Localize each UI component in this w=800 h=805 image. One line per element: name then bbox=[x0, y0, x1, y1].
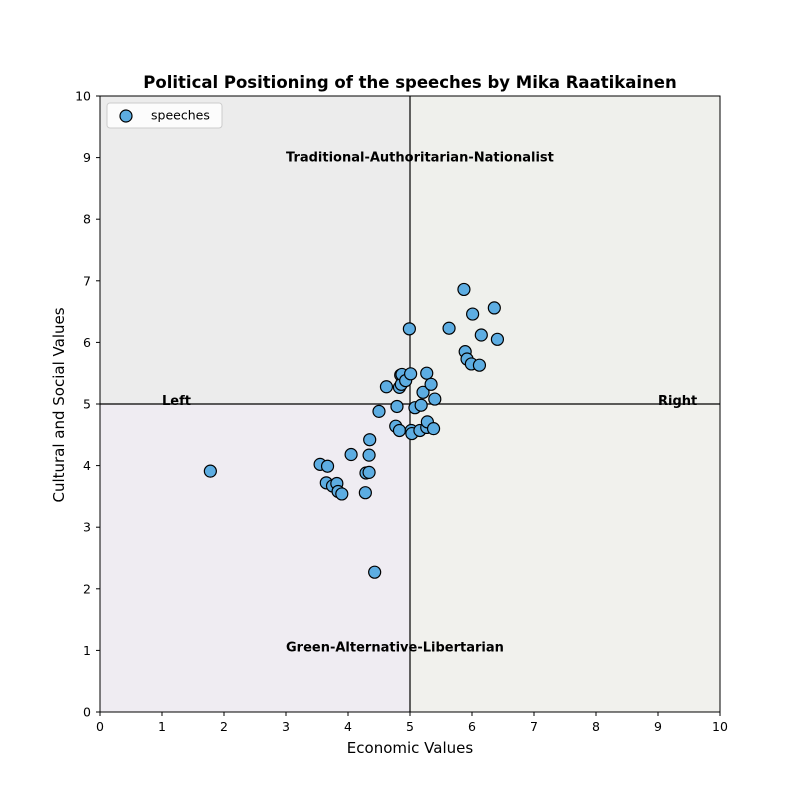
data-point bbox=[372, 404, 386, 418]
data-point bbox=[362, 465, 376, 479]
y-axis-label: Cultural and Social Values bbox=[50, 307, 68, 502]
legend-marker bbox=[119, 109, 133, 123]
data-point bbox=[320, 459, 335, 473]
y-tick-label: 7 bbox=[83, 273, 91, 288]
y-tick-label: 10 bbox=[75, 89, 91, 104]
data-point bbox=[379, 380, 394, 394]
data-point bbox=[414, 398, 428, 412]
data-point bbox=[474, 328, 488, 342]
quadrant-annotation: Traditional-Authoritarian-Nationalist bbox=[286, 151, 554, 166]
y-tick-label: 6 bbox=[83, 335, 91, 350]
data-point bbox=[424, 377, 438, 391]
data-point bbox=[392, 423, 407, 438]
y-tick-label: 2 bbox=[83, 581, 91, 596]
data-point bbox=[358, 486, 372, 500]
data-point bbox=[390, 399, 404, 414]
data-point bbox=[428, 392, 442, 406]
data-point bbox=[404, 367, 418, 381]
quadrant-annotation: Left bbox=[162, 394, 191, 409]
data-point bbox=[344, 447, 358, 462]
data-point bbox=[442, 321, 456, 335]
quadrant-bottom-right bbox=[410, 404, 720, 712]
data-point bbox=[457, 282, 471, 297]
legend-box bbox=[106, 102, 223, 129]
data-point bbox=[203, 464, 217, 478]
x-tick-label: 5 bbox=[406, 719, 414, 734]
x-axis-label: Economic Values bbox=[347, 739, 474, 757]
data-point bbox=[487, 301, 501, 315]
data-point bbox=[362, 448, 376, 462]
data-point bbox=[472, 358, 487, 372]
y-tick-label: 4 bbox=[83, 458, 91, 473]
data-point bbox=[368, 565, 382, 579]
data-point bbox=[402, 322, 416, 336]
x-tick-label: 0 bbox=[96, 719, 104, 734]
x-tick-label: 1 bbox=[158, 719, 166, 734]
data-point bbox=[426, 422, 441, 436]
y-tick-label: 1 bbox=[83, 643, 91, 658]
quadrant-annotation: Green-Alternative-Libertarian bbox=[286, 640, 504, 655]
y-tick-label: 5 bbox=[83, 397, 91, 412]
quadrant-top-left bbox=[100, 96, 410, 404]
data-point bbox=[335, 487, 349, 501]
data-point bbox=[420, 366, 434, 380]
y-tick-label: 0 bbox=[83, 705, 91, 720]
y-tick-label: 3 bbox=[83, 520, 91, 535]
x-tick-label: 3 bbox=[282, 719, 290, 734]
y-tick-label: 8 bbox=[83, 212, 91, 227]
data-point bbox=[363, 433, 377, 447]
x-tick-label: 10 bbox=[712, 719, 728, 734]
quadrant-bottom-left bbox=[100, 404, 410, 712]
x-tick-label: 6 bbox=[468, 719, 476, 734]
data-point bbox=[490, 332, 505, 346]
quadrant-top-right bbox=[410, 96, 720, 404]
x-tick-label: 4 bbox=[344, 719, 352, 734]
data-point bbox=[466, 307, 480, 321]
x-tick-label: 8 bbox=[592, 719, 600, 734]
x-tick-label: 7 bbox=[530, 719, 538, 734]
quadrant-annotation: Right bbox=[658, 394, 697, 409]
y-tick-label: 9 bbox=[83, 150, 91, 165]
legend-label: speeches bbox=[151, 108, 210, 123]
x-tick-label: 9 bbox=[654, 719, 662, 734]
chart-title: Political Positioning of the speeches by… bbox=[143, 73, 676, 92]
x-tick-label: 2 bbox=[220, 719, 228, 734]
data-point bbox=[416, 385, 430, 399]
